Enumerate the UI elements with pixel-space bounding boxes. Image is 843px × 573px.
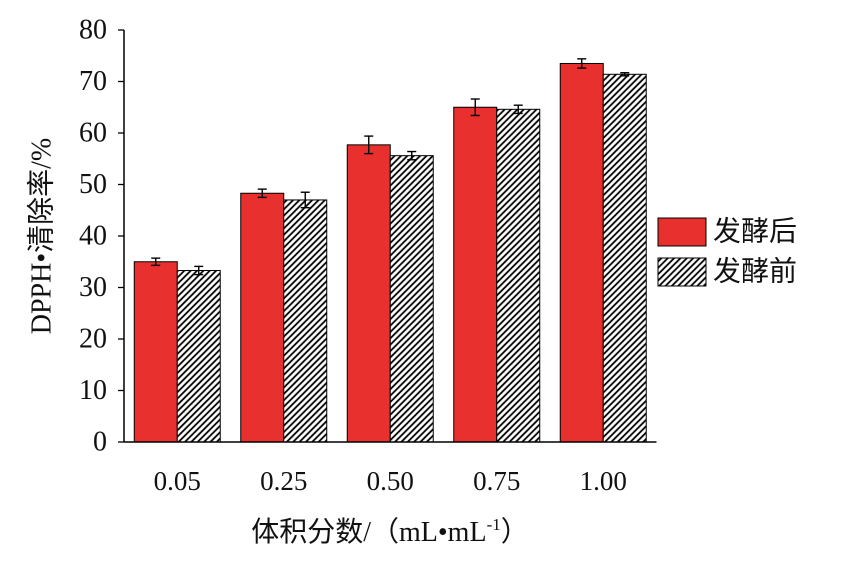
bar-s1-0-75 xyxy=(453,106,498,443)
legend-swatch-s1 xyxy=(657,217,707,247)
error-bar-s2-0-25 xyxy=(300,191,310,209)
error-bar-s1-1-00 xyxy=(577,58,587,69)
x-tick-label-1-00: 1.00 xyxy=(580,466,627,496)
legend-label-s2: 发酵前 xyxy=(713,256,797,288)
x-tick-label-0-50: 0.50 xyxy=(367,466,414,496)
bar-s1-0-05 xyxy=(133,261,178,443)
error-bars-group xyxy=(151,58,630,276)
error-bar-s2-0-75 xyxy=(513,104,523,115)
error-bar-s2-1-00 xyxy=(620,72,630,77)
x-axis-title-main: 体积分数/（mL•mL xyxy=(251,516,486,548)
bar-s2-0-25 xyxy=(283,199,328,443)
y-tick-label-40: 40 xyxy=(79,221,107,252)
axes-group: 0.05 0.25 0.50 0.75 1.00 0 10 20 30 40 50 60 70 80 xyxy=(79,15,657,496)
y-tick-label-50: 50 xyxy=(79,169,107,200)
y-tick-label-70: 70 xyxy=(79,66,107,97)
x-tick-label-0-05: 0.05 xyxy=(154,466,201,496)
error-bar-s2-0-05 xyxy=(194,265,204,276)
error-bar-s1-0-75 xyxy=(470,98,480,117)
bar-s2-1-00 xyxy=(602,73,647,443)
y-tick-label-10: 10 xyxy=(79,375,107,406)
y-tick-label-80: 80 xyxy=(79,15,107,46)
y-tick-label-20: 20 xyxy=(79,324,107,355)
bar-s1-1-00 xyxy=(559,62,604,443)
x-tick-label-0-75: 0.75 xyxy=(473,466,520,496)
bar-s1-0-50 xyxy=(346,144,391,443)
bars-group xyxy=(133,62,647,443)
y-axis-title: DPPH•清除率/% xyxy=(26,138,58,335)
legend-swatch-s2 xyxy=(657,257,707,287)
error-bar-s1-0-05 xyxy=(151,257,161,267)
bar-s2-0-75 xyxy=(496,108,541,443)
x-tick-label-0-25: 0.25 xyxy=(260,466,307,496)
error-bar-s2-0-50 xyxy=(407,150,417,161)
legend-label-s1: 发酵后 xyxy=(713,216,797,248)
bar-s1-0-25 xyxy=(240,192,285,443)
y-tick-label-30: 30 xyxy=(79,272,107,303)
bar-s2-0-05 xyxy=(176,270,221,443)
x-axis-title: 体积分数/（mL•mL-1） xyxy=(251,515,529,548)
x-axis-title-superscript: -1 xyxy=(487,515,501,534)
bar-s2-0-50 xyxy=(389,155,434,443)
y-tick-label-60: 60 xyxy=(79,118,107,149)
error-bar-s1-0-50 xyxy=(364,135,374,155)
y-tick-label-0: 0 xyxy=(93,427,107,458)
error-bar-s1-0-25 xyxy=(257,188,267,199)
x-axis-title-end: ） xyxy=(501,516,529,548)
